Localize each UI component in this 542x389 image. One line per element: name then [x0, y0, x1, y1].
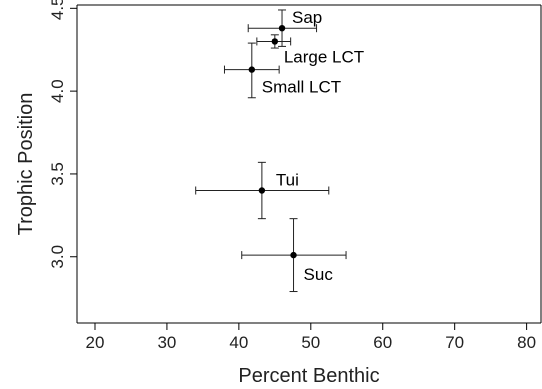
- point-label: Large LCT: [284, 47, 364, 66]
- data-point-group: Suc: [241, 218, 347, 293]
- x-tick-label: 20: [86, 333, 105, 352]
- y-tick-label: 4.5: [48, 0, 67, 20]
- data-point-group: Sap: [247, 8, 322, 47]
- data-point-group: Small LCT: [223, 42, 341, 99]
- data-point-group: Tui: [195, 161, 330, 220]
- x-tick-label: 50: [301, 333, 320, 352]
- data-point: [271, 38, 279, 45]
- plot-frame: [76, 4, 542, 324]
- x-tick-label: 30: [157, 333, 176, 352]
- point-label: Suc: [304, 265, 334, 284]
- x-tick-label: 40: [229, 333, 248, 352]
- point-label: Small LCT: [262, 78, 341, 97]
- data-point: [290, 251, 297, 259]
- y-tick-label: 4.0: [48, 79, 67, 103]
- y-tick-label: 3.5: [48, 162, 67, 186]
- x-axis-title: Percent Benthic: [238, 365, 379, 387]
- x-tick-label: 80: [517, 333, 536, 352]
- x-tick-label: 60: [373, 333, 392, 352]
- y-axis-ticks: 3.0 3.5 4.0 4.5: [48, 0, 77, 269]
- point-label: Sap: [292, 8, 322, 27]
- point-label: Tui: [276, 171, 299, 190]
- data-point: [278, 24, 286, 32]
- y-axis-title: Trophic Position: [15, 93, 37, 236]
- x-tick-label: 70: [445, 333, 464, 352]
- data-points: Sap Large LCT Small LCT Tui Suc: [195, 8, 364, 293]
- x-axis-ticks: 20 30 40 50 60 70 80: [86, 323, 536, 352]
- data-point: [248, 66, 256, 73]
- y-tick-label: 3.0: [48, 245, 67, 269]
- data-point-group: Large LCT: [256, 34, 364, 66]
- data-point: [258, 187, 266, 194]
